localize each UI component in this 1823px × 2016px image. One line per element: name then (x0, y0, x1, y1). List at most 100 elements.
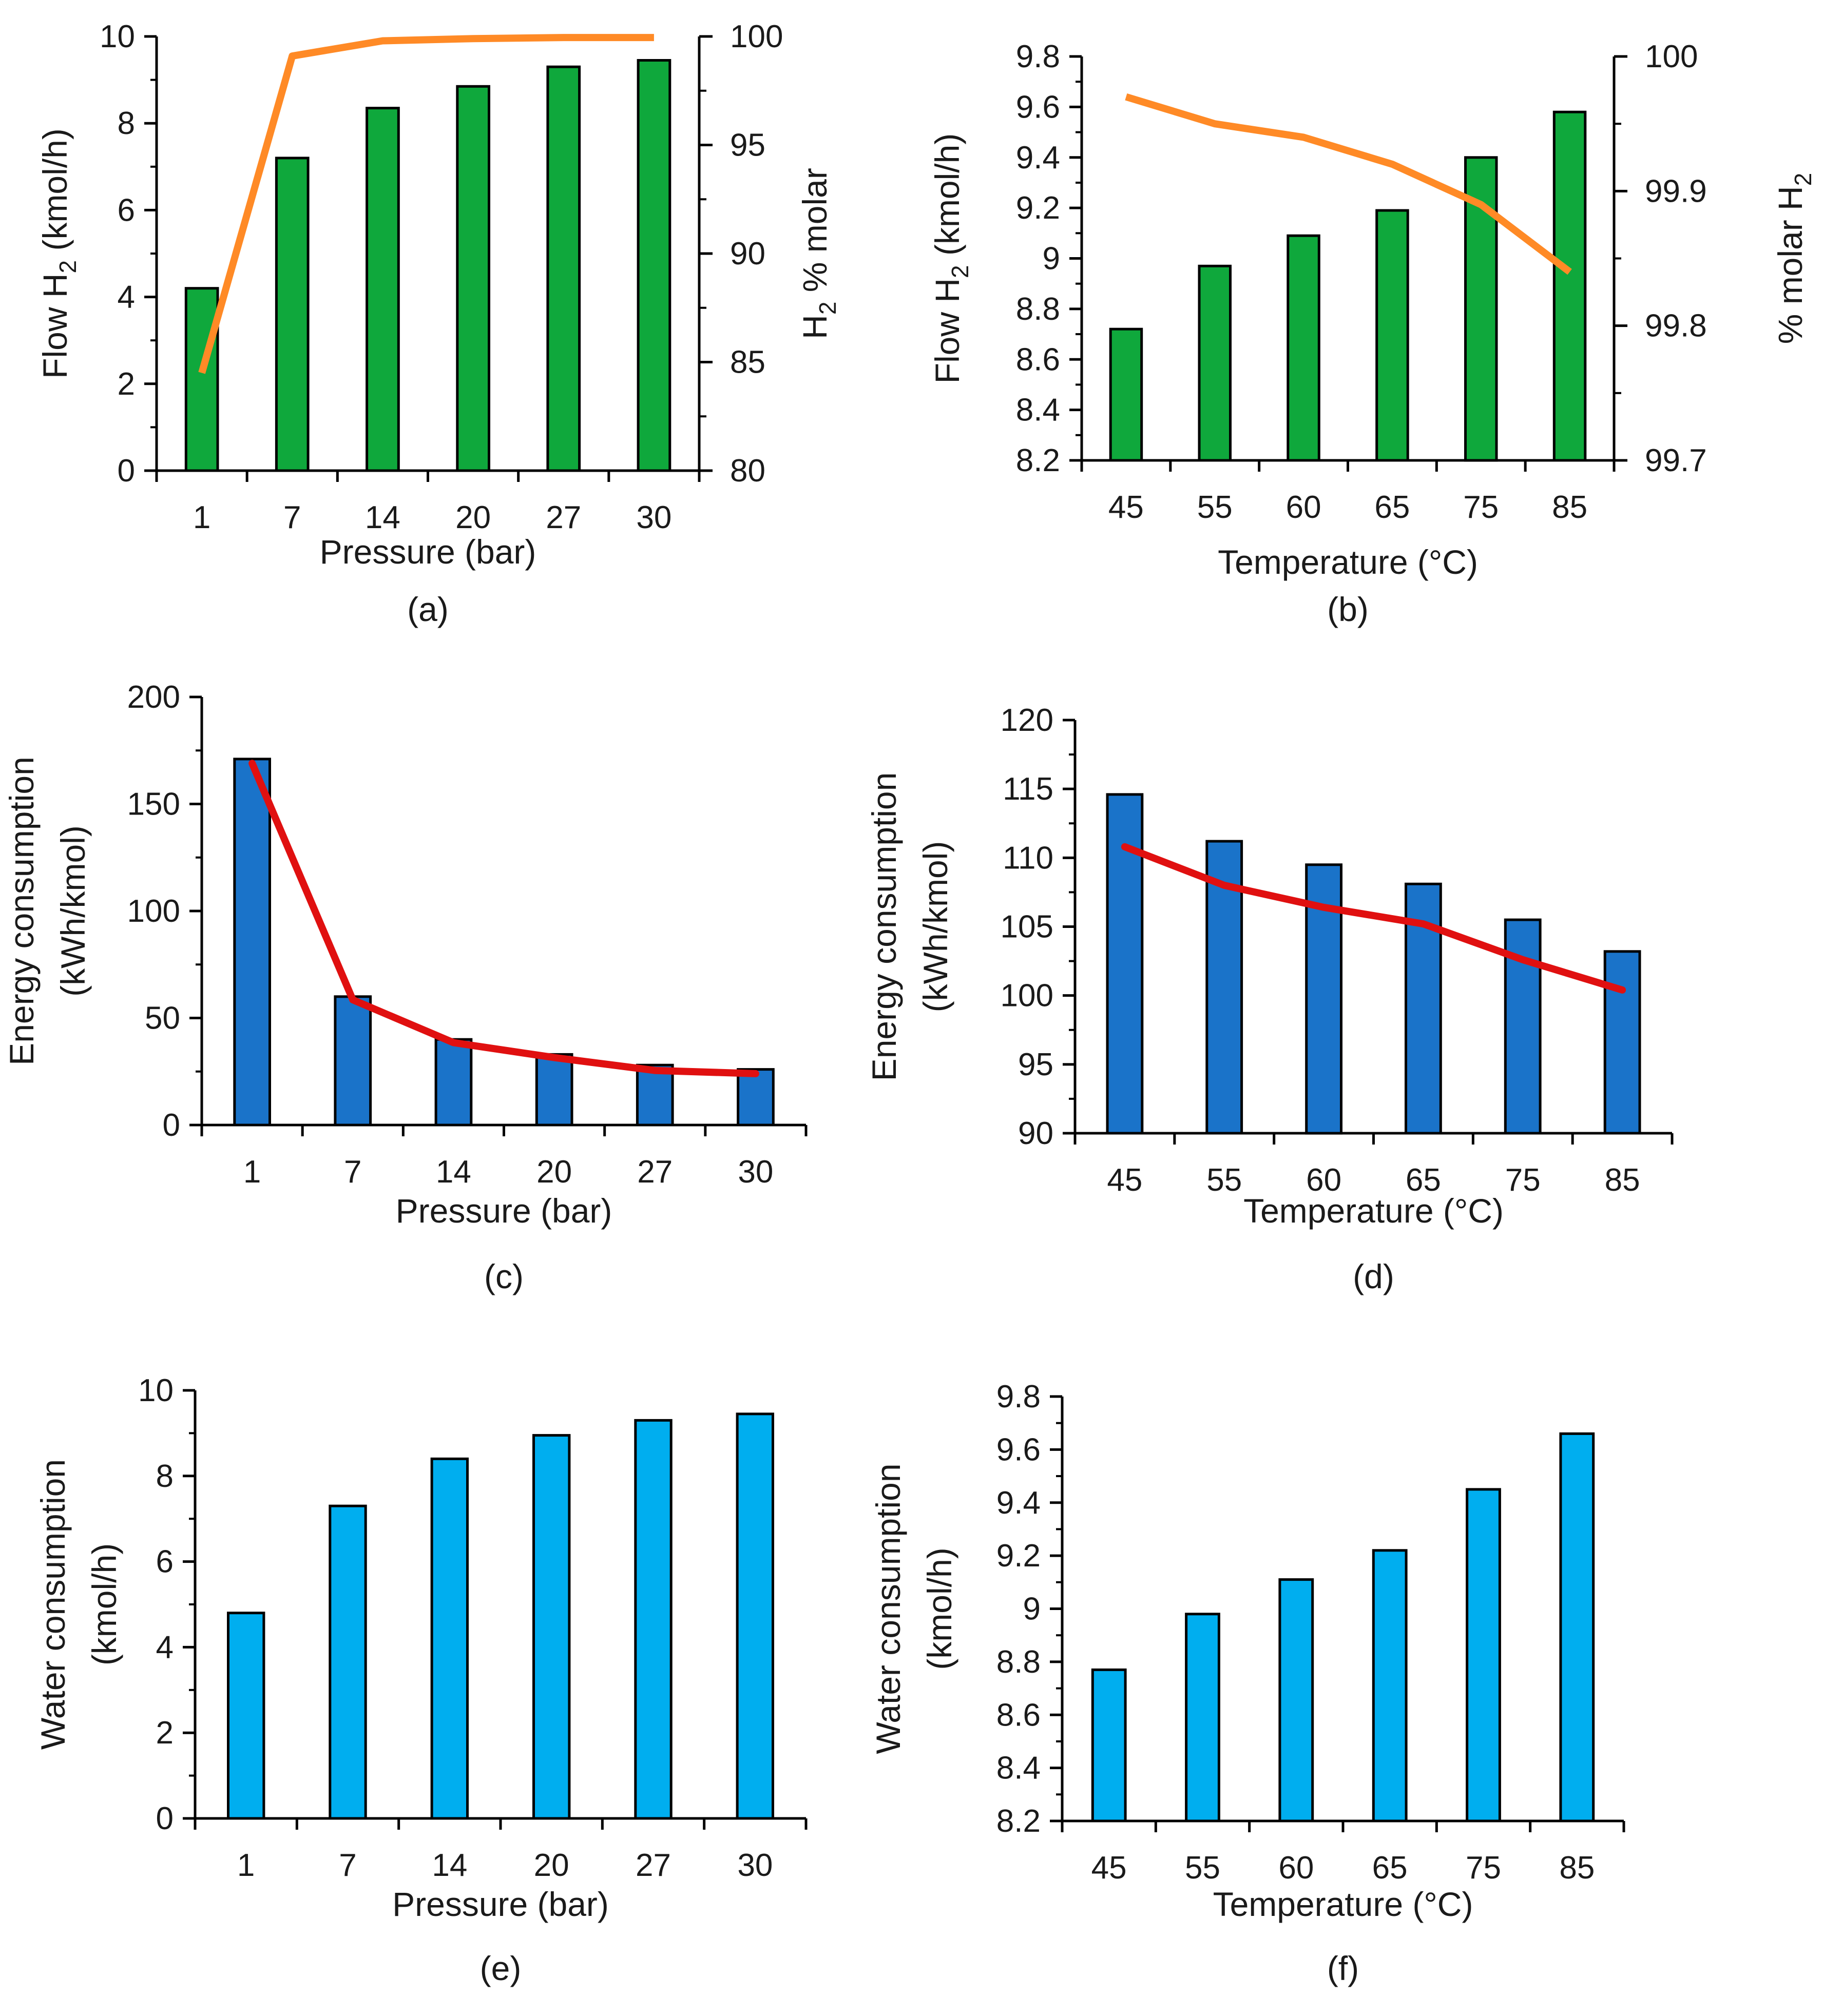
bar-c-27 (636, 1063, 674, 1127)
y-tick-label-d: 100 (1001, 978, 1053, 1014)
y-tick-label-e: 6 (156, 1544, 174, 1580)
y-tick-label-b: 9.8 (1016, 39, 1060, 74)
y-tick-label-f: 9 (1023, 1592, 1041, 1627)
y-tick-label-a: 0 (118, 453, 135, 489)
bar-a-20 (456, 85, 490, 472)
y-tick-label-b: 9.6 (1016, 89, 1060, 125)
y-axis-title-line2-e: (kmol/h) (85, 1543, 123, 1665)
y-right-tick-label-a: 85 (730, 345, 765, 380)
bar-e-20 (532, 1434, 571, 1820)
bar-a-30 (637, 59, 671, 472)
y-tick-label-b: 9 (1043, 241, 1060, 277)
y-tick-label-f: 9.6 (996, 1432, 1041, 1467)
y-tick-label-c: 50 (145, 1001, 180, 1036)
bar-c-30 (737, 1068, 775, 1127)
y-tick-label-f: 8.4 (996, 1751, 1041, 1786)
y-tick-label-a: 4 (118, 280, 135, 315)
y-right-tick-label-a: 95 (730, 128, 765, 163)
y-tick-label-d: 120 (1001, 703, 1053, 738)
y-tick-label-d: 115 (1003, 771, 1053, 807)
y-axis-title-right-b: % molar H2 (1771, 173, 1816, 344)
y-axis-title-b: Flow H2 (kmol/h) (928, 133, 973, 384)
x-tick-label-a: 27 (546, 500, 581, 535)
x-tick-label-c: 30 (738, 1154, 773, 1190)
y-right-tick-label-b: 99.9 (1645, 173, 1707, 209)
x-tick-label-d: 55 (1206, 1162, 1242, 1198)
bar-f-75 (1466, 1488, 1501, 1823)
x-tick-label-e: 27 (636, 1848, 671, 1883)
x-tick-label-f: 75 (1466, 1850, 1501, 1886)
y-tick-label-e: 4 (156, 1630, 174, 1665)
x-tick-label-d: 85 (1605, 1162, 1640, 1198)
x-axis-title-c: Pressure (bar) (396, 1192, 612, 1230)
y-tick-label-b: 9.2 (1016, 190, 1060, 226)
chart-panel-a: 0 2 4 6 8 10 1 7 14 20 27 30 80 85 90 95 100 H2 % molar Fl… (36, 19, 841, 628)
y-axis-title-a: Flow H2 (kmol/h) (36, 128, 81, 379)
y-axis-title-line1-c: Energy consumption (3, 757, 41, 1065)
x-tick-label-d: 60 (1306, 1162, 1341, 1198)
chart-panel-c: 0 50 100 150 200 1 7 14 20 27 30 Energy consumption… (3, 680, 808, 1295)
bar-a-1 (184, 287, 219, 472)
y-axis-title-line2-c: (kWh/kmol) (54, 825, 92, 997)
x-tick-label-e: 1 (237, 1848, 255, 1883)
x-tick-label-e: 30 (737, 1848, 773, 1883)
y-tick-label-e: 10 (138, 1373, 174, 1408)
bar-e-14 (430, 1457, 469, 1820)
y-tick-label-f: 9.4 (996, 1485, 1041, 1521)
y-tick-label-c: 150 (127, 787, 180, 822)
y-right-tick-label-b: 99.8 (1645, 308, 1707, 344)
y-tick-label-b: 9.4 (1016, 140, 1060, 176)
x-tick-label-a: 7 (283, 500, 301, 535)
y-tick-label-c: 100 (127, 894, 180, 929)
x-tick-label-d: 65 (1406, 1162, 1441, 1198)
bar-f-55 (1185, 1613, 1220, 1823)
y-tick-label-f: 8.6 (996, 1697, 1041, 1733)
x-tick-label-e: 20 (534, 1848, 569, 1883)
series-line-c (248, 760, 759, 1077)
bar-a-7 (275, 157, 310, 472)
y-tick-label-c: 0 (163, 1108, 180, 1143)
bar-d-85 (1603, 950, 1641, 1135)
x-axis-title-d: Temperature (°C) (1243, 1192, 1504, 1230)
y-tick-label-a: 10 (100, 19, 135, 54)
chart-panel-e: 0 2 4 6 8 10 1 7 14 20 27 30 Water consumption (kmol/… (34, 1373, 808, 1987)
x-tick-label-c: 14 (436, 1154, 471, 1190)
series-line-b (1125, 93, 1572, 275)
y-tick-label-f: 9.8 (996, 1379, 1041, 1414)
x-tick-label-b: 60 (1286, 490, 1321, 525)
y-tick-label-a: 8 (118, 106, 135, 141)
y-axis-title-line2-d: (kWh/kmol) (916, 841, 954, 1013)
chart-panel-f: 8.2 8.4 8.6 8.8 9 9.2 9.4 9.6 9.8 45 55 60 65 75 85 Wat… (869, 1379, 1625, 1987)
x-tick-label-d: 45 (1107, 1162, 1142, 1198)
x-tick-label-b: 85 (1552, 490, 1587, 525)
y-axis-title-line1-e: Water consumption (34, 1459, 72, 1750)
x-axis-title-a: Pressure (bar) (320, 533, 536, 571)
panel-caption-e: (e) (480, 1949, 522, 1987)
bar-c-7 (334, 995, 372, 1127)
x-tick-label-f: 60 (1278, 1850, 1314, 1886)
bar-a-27 (546, 65, 581, 472)
y-tick-label-f: 8.2 (996, 1804, 1041, 1839)
x-tick-label-f: 85 (1559, 1850, 1595, 1886)
y-tick-label-a: 6 (118, 192, 135, 228)
y-axis-title-line2-f: (kmol/h) (920, 1547, 958, 1670)
bar-b-85 (1552, 110, 1587, 462)
x-axis-title-e: Pressure (bar) (392, 1885, 609, 1923)
y-tick-label-f: 9.2 (996, 1538, 1041, 1574)
bar-c-14 (434, 1038, 473, 1127)
x-tick-label-d: 75 (1505, 1162, 1541, 1198)
bar-c-20 (535, 1053, 573, 1127)
bar-c-1 (233, 758, 271, 1127)
bar-f-60 (1278, 1578, 1314, 1823)
bar-e-1 (227, 1612, 265, 1820)
x-tick-label-a: 20 (455, 500, 491, 535)
x-tick-label-b: 75 (1463, 490, 1499, 525)
x-tick-label-f: 45 (1091, 1850, 1127, 1886)
y-tick-label-b: 8.4 (1016, 393, 1060, 428)
x-tick-label-b: 45 (1108, 490, 1144, 525)
panel-caption-c: (c) (484, 1257, 524, 1295)
x-axis-title-b: Temperature (°C) (1218, 543, 1478, 581)
x-tick-label-b: 55 (1197, 490, 1233, 525)
y-right-tick-label-b: 99.7 (1645, 443, 1707, 478)
x-axis-title-f: Temperature (°C) (1213, 1885, 1473, 1923)
